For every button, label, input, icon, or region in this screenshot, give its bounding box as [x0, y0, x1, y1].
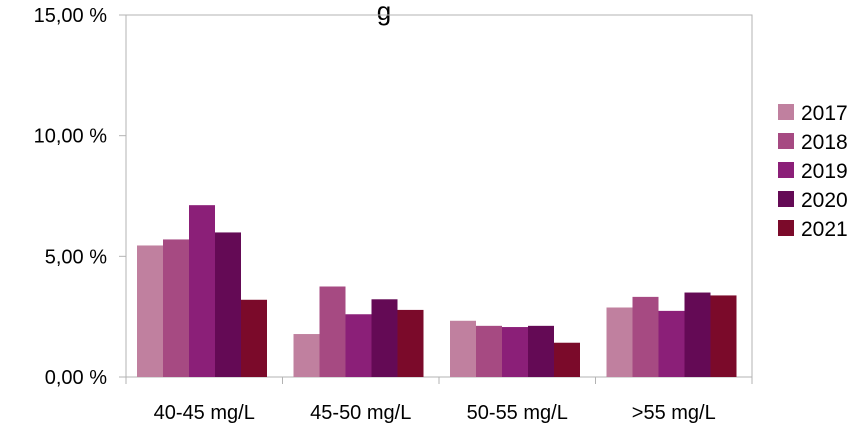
bar-2019-4 [658, 310, 685, 377]
legend: 2017 2018 2019 2020 2021 [778, 102, 848, 241]
legend-label-2020: 2020 [801, 189, 848, 212]
plot-area: 0,00 % 5,00 % 10,00 % 15,00 % 40-45 mg/L 45-5… [34, 5, 753, 424]
bar-2017-1 [137, 245, 163, 377]
bar-2018-4 [632, 296, 659, 377]
bar-2017-4 [606, 307, 633, 377]
bar-2021-1 [241, 299, 267, 377]
bar-2020-4 [684, 292, 711, 377]
legend-swatch-2018 [778, 133, 794, 149]
legend-swatch-2019 [778, 162, 794, 178]
bar-2019-1 [189, 205, 215, 377]
bar-2018-3 [476, 325, 502, 377]
y-tick-label: 0,00 % [45, 367, 107, 389]
bar-2021-3 [554, 342, 580, 377]
chart-title: g [377, 0, 391, 26]
bar-2021-4 [710, 295, 737, 377]
y-tick-label: 10,00 % [34, 126, 108, 148]
legend-label-2021: 2021 [801, 218, 848, 241]
bar-2017-2 [293, 334, 320, 377]
y-tick-label: 5,00 % [45, 246, 107, 268]
legend-label-2017: 2017 [801, 102, 848, 125]
x-category-label: 40-45 mg/L [154, 402, 255, 424]
bar-2021-2 [397, 309, 424, 377]
bar-2019-3 [502, 327, 528, 377]
x-category-label: >55 mg/L [632, 402, 716, 424]
bar-2017-3 [450, 320, 476, 377]
bar-2020-3 [528, 325, 554, 377]
bar-2019-2 [345, 314, 372, 377]
legend-label-2019: 2019 [801, 160, 848, 183]
bar-2018-2 [319, 286, 346, 377]
bar-2020-2 [371, 299, 398, 377]
legend-swatch-2017 [778, 104, 794, 120]
bar-2020-1 [215, 232, 241, 377]
legend-swatch-2021 [778, 220, 794, 236]
legend-label-2018: 2018 [801, 131, 848, 154]
x-category-label: 50-55 mg/L [467, 402, 568, 424]
bar-2018-1 [163, 239, 189, 377]
y-tick-label: 15,00 % [34, 5, 108, 27]
legend-swatch-2020 [778, 191, 794, 207]
x-category-label: 45-50 mg/L [310, 402, 411, 424]
